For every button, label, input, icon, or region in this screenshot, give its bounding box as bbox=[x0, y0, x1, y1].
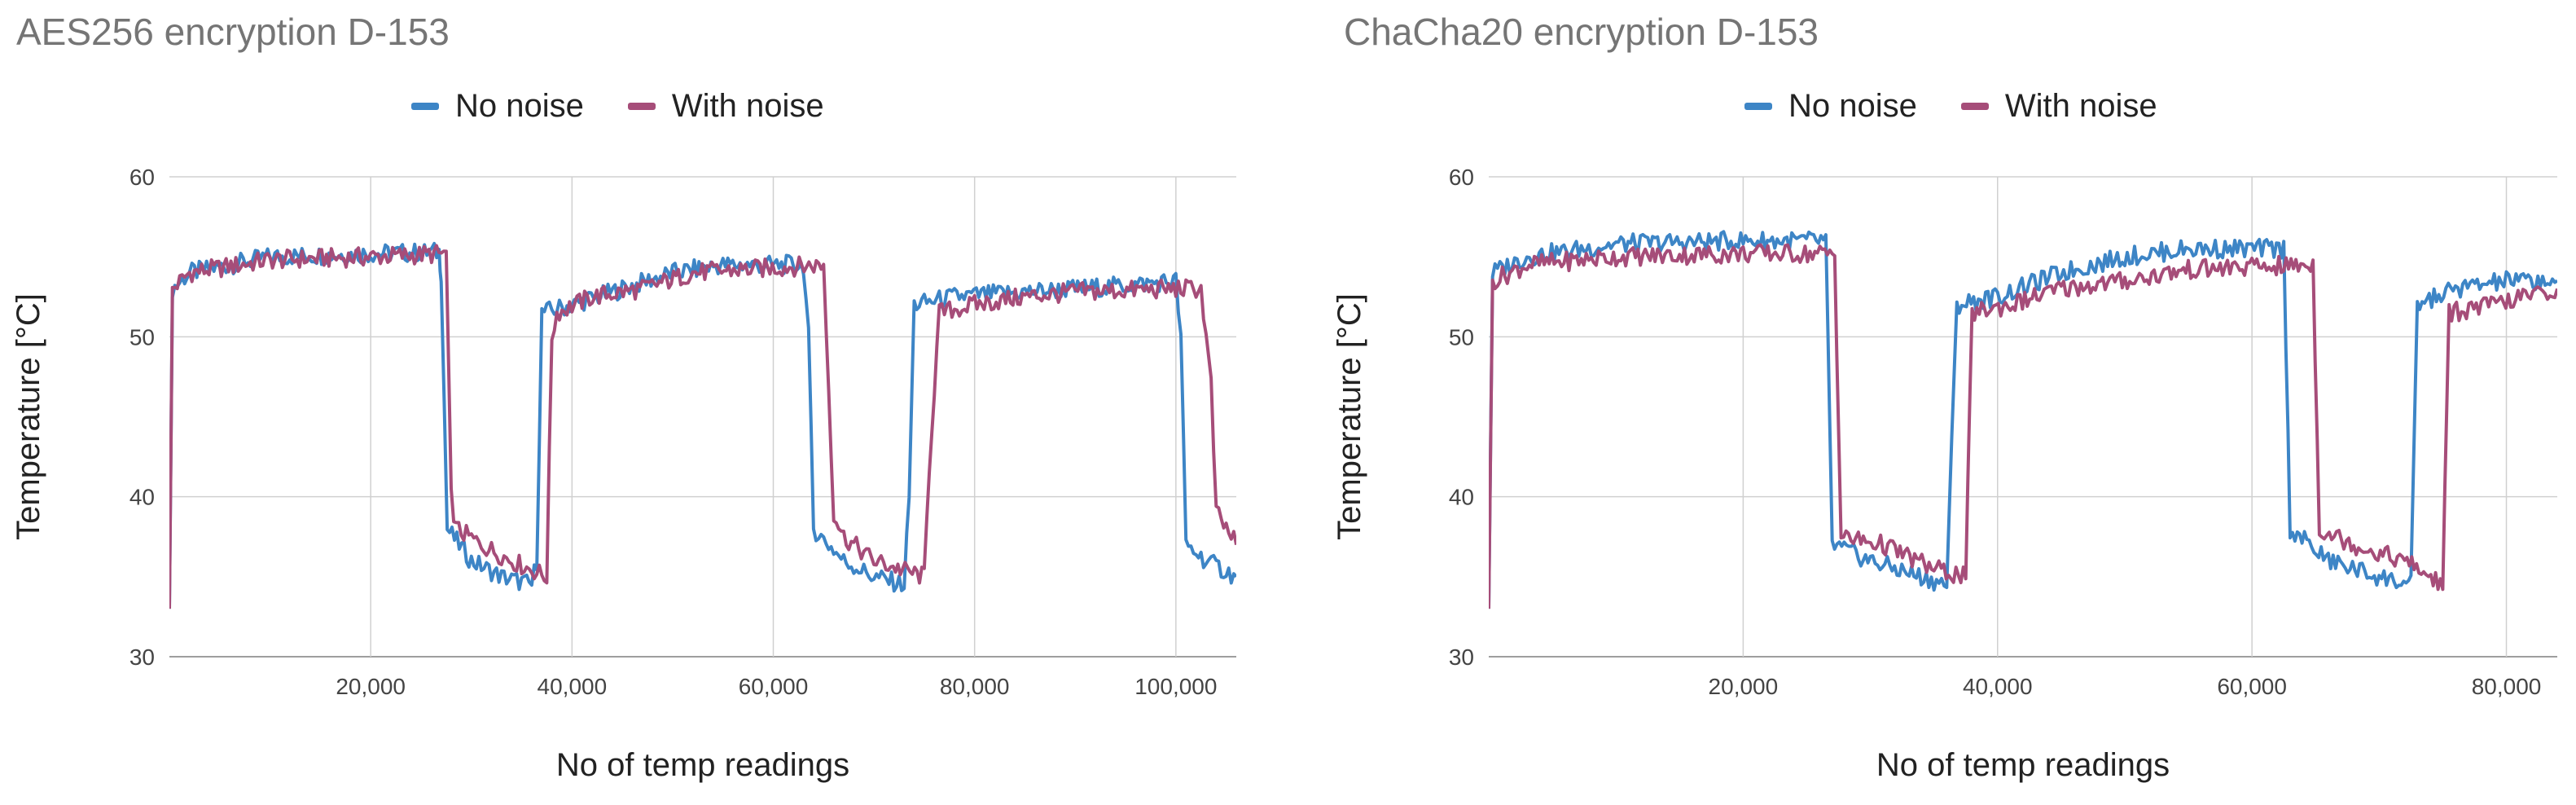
legend: No noise With noise bbox=[1744, 88, 2157, 125]
chart-panel-chacha20: ChaCha20 encryption D-153 No noise With … bbox=[1327, 0, 2576, 805]
y-tick-label: 30 bbox=[1449, 644, 1474, 670]
y-tick-label: 40 bbox=[1449, 485, 1474, 510]
series-line-no-noise bbox=[169, 241, 1236, 609]
legend-item-series-0: No noise bbox=[411, 88, 584, 125]
legend-swatch bbox=[1744, 103, 1772, 110]
chart-title: ChaCha20 encryption D-153 bbox=[1344, 11, 1819, 53]
y-tick-label: 60 bbox=[129, 165, 155, 190]
x-tick-label: 40,000 bbox=[538, 674, 608, 699]
x-tick-label: 60,000 bbox=[739, 674, 809, 699]
series-line-with-noise bbox=[1489, 243, 2557, 609]
x-tick-label: 80,000 bbox=[940, 674, 1010, 699]
legend-swatch bbox=[627, 103, 656, 110]
x-tick-label: 80,000 bbox=[2472, 674, 2542, 699]
legend-label: With noise bbox=[671, 88, 824, 124]
legend-item-series-1: With noise bbox=[1960, 88, 2157, 125]
x-tick-label: 60,000 bbox=[2217, 674, 2287, 699]
chart-panel-aes256: AES256 encryption D-153 No noise With no… bbox=[11, 11, 1236, 783]
legend-swatch bbox=[1960, 103, 1989, 110]
legend-label: No noise bbox=[1788, 88, 1917, 124]
y-axis-title: Temperature [°C] bbox=[1332, 293, 1367, 540]
chart-title: AES256 encryption D-153 bbox=[16, 11, 450, 53]
y-tick-label: 50 bbox=[1449, 324, 1474, 350]
x-tick-label: 20,000 bbox=[1709, 674, 1779, 699]
legend: No noise With noise bbox=[411, 88, 824, 125]
legend-item-series-0: No noise bbox=[1744, 88, 1917, 125]
x-tick-label: 40,000 bbox=[1963, 674, 2033, 699]
x-tick-label: 100,000 bbox=[1134, 674, 1217, 699]
plot-area: 30 40 50 60 20,000 40,000 60,000 80,000 100,000 N… bbox=[11, 165, 1236, 783]
x-tick-label: 20,000 bbox=[336, 674, 406, 699]
y-tick-label: 40 bbox=[129, 485, 155, 510]
legend-item-series-1: With noise bbox=[627, 88, 824, 125]
legend-label: With noise bbox=[2004, 88, 2157, 124]
x-axis-title: No of temp readings bbox=[556, 747, 849, 783]
series-line-with-noise bbox=[169, 244, 1236, 609]
y-tick-label: 60 bbox=[1449, 165, 1474, 190]
y-tick-label: 50 bbox=[129, 324, 155, 350]
plot-area: 30 40 50 60 20,000 40,000 60,000 80,000 No of te… bbox=[1332, 165, 2557, 783]
series-line-no-noise bbox=[1489, 230, 2557, 609]
legend-swatch bbox=[411, 103, 439, 110]
y-axis-title: Temperature [°C] bbox=[11, 293, 46, 540]
legend-label: No noise bbox=[455, 88, 584, 124]
y-tick-label: 30 bbox=[129, 644, 155, 670]
x-axis-title: No of temp readings bbox=[1876, 747, 2170, 783]
